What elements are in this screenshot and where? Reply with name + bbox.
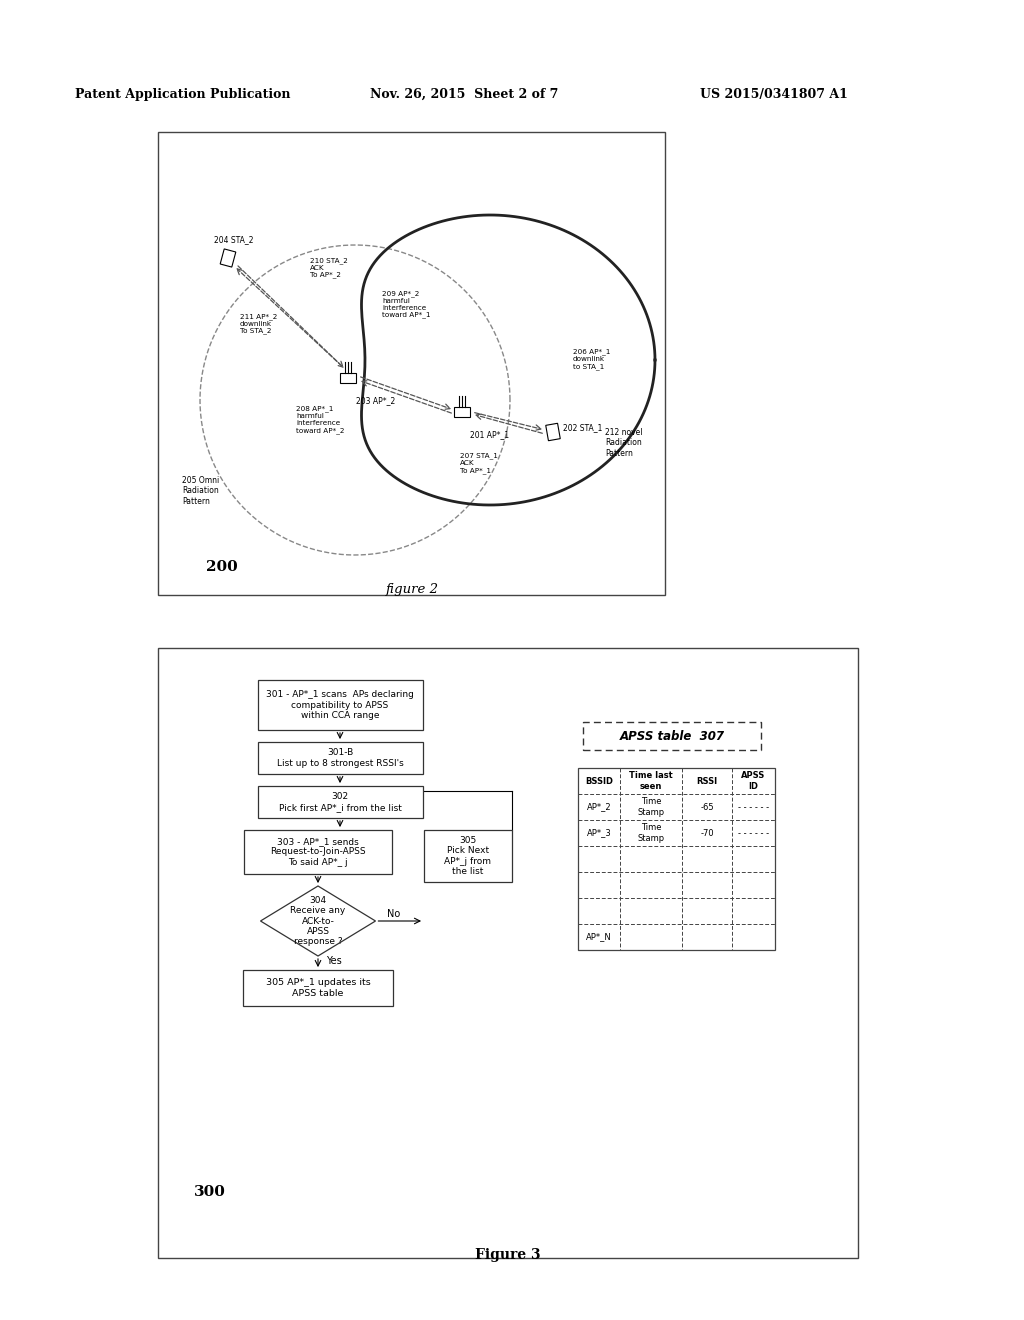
Bar: [257, 742, 423, 774]
Text: - - - - - -: - - - - - -: [738, 829, 769, 837]
Text: 200: 200: [206, 560, 238, 574]
Text: 207 STA_1
ACK
To AP*_1: 207 STA_1 ACK To AP*_1: [460, 451, 498, 474]
Bar: [583, 722, 761, 750]
Text: 304
Receive any
ACK-to-
APSS
response ?: 304 Receive any ACK-to- APSS response ?: [291, 896, 346, 946]
Bar: [578, 768, 775, 950]
Bar: [257, 680, 423, 730]
Bar: [158, 132, 665, 595]
Text: AP*_N: AP*_N: [586, 932, 612, 941]
Text: 203 AP*_2: 203 AP*_2: [356, 396, 395, 405]
Bar: [424, 830, 512, 882]
Text: 300: 300: [195, 1185, 226, 1199]
Bar: [243, 970, 393, 1006]
Text: 301-B
List up to 8 strongest RSSI's: 301-B List up to 8 strongest RSSI's: [276, 748, 403, 768]
Text: BSSID: BSSID: [585, 776, 613, 785]
Text: Yes: Yes: [326, 956, 342, 966]
Text: Patent Application Publication: Patent Application Publication: [75, 88, 291, 102]
Text: 301 - AP*_1 scans  APs declaring
compatibility to APSS
within CCA range: 301 - AP*_1 scans APs declaring compatib…: [266, 690, 414, 719]
Text: AP*_3: AP*_3: [587, 829, 611, 837]
Text: 212 novel
Radiation
Pattern: 212 novel Radiation Pattern: [605, 428, 642, 458]
Bar: [454, 407, 470, 417]
Text: Time
Stamp: Time Stamp: [637, 797, 665, 817]
Text: 211 AP*_2
downlink
To STA_2: 211 AP*_2 downlink To STA_2: [240, 313, 278, 334]
Text: 210 STA_2
ACK
To AP*_2: 210 STA_2 ACK To AP*_2: [310, 257, 348, 279]
Text: -65: -65: [700, 803, 714, 812]
Bar: [340, 372, 356, 383]
Bar: [220, 249, 236, 267]
Text: 303 - AP*_1 sends
Request-to-Join-APSS
To said AP*_ j: 303 - AP*_1 sends Request-to-Join-APSS T…: [270, 837, 366, 867]
Text: AP*_2: AP*_2: [587, 803, 611, 812]
Text: Time last
seen: Time last seen: [629, 771, 673, 791]
Bar: [546, 424, 560, 441]
Text: figure 2: figure 2: [385, 583, 438, 597]
Text: US 2015/0341807 A1: US 2015/0341807 A1: [700, 88, 848, 102]
Text: 202 STA_1: 202 STA_1: [563, 424, 602, 433]
Text: 305 AP*_1 updates its
APSS table: 305 AP*_1 updates its APSS table: [265, 978, 371, 998]
Text: 206 AP*_1
downlink
to STA_1: 206 AP*_1 downlink to STA_1: [573, 348, 610, 370]
Text: 205 Omni
Radiation
Pattern: 205 Omni Radiation Pattern: [182, 477, 219, 506]
Text: 208 AP*_1
harmful
interference
toward AP*_2: 208 AP*_1 harmful interference toward AP…: [296, 405, 344, 433]
Text: 201 AP*_1: 201 AP*_1: [470, 430, 509, 440]
Bar: [158, 648, 858, 1258]
Text: 209 AP*_2
harmful
interference
toward AP*_1: 209 AP*_2 harmful interference toward AP…: [382, 290, 430, 318]
Text: APSS
ID: APSS ID: [741, 771, 766, 791]
Text: 305
Pick Next
AP*_j from
the list: 305 Pick Next AP*_j from the list: [444, 836, 492, 876]
Text: No: No: [387, 909, 400, 919]
Bar: [257, 785, 423, 818]
Bar: [244, 830, 392, 874]
Text: RSSI: RSSI: [696, 776, 718, 785]
Text: Nov. 26, 2015  Sheet 2 of 7: Nov. 26, 2015 Sheet 2 of 7: [370, 88, 558, 102]
Polygon shape: [260, 886, 376, 956]
Text: - - - - - -: - - - - - -: [738, 803, 769, 812]
Text: 302
Pick first AP*_i from the list: 302 Pick first AP*_i from the list: [279, 792, 401, 812]
Text: APSS table  307: APSS table 307: [620, 730, 725, 742]
Text: -70: -70: [700, 829, 714, 837]
Text: 204 STA_2: 204 STA_2: [214, 235, 254, 244]
Text: Figure 3: Figure 3: [475, 1247, 541, 1262]
Text: Time
Stamp: Time Stamp: [637, 824, 665, 842]
